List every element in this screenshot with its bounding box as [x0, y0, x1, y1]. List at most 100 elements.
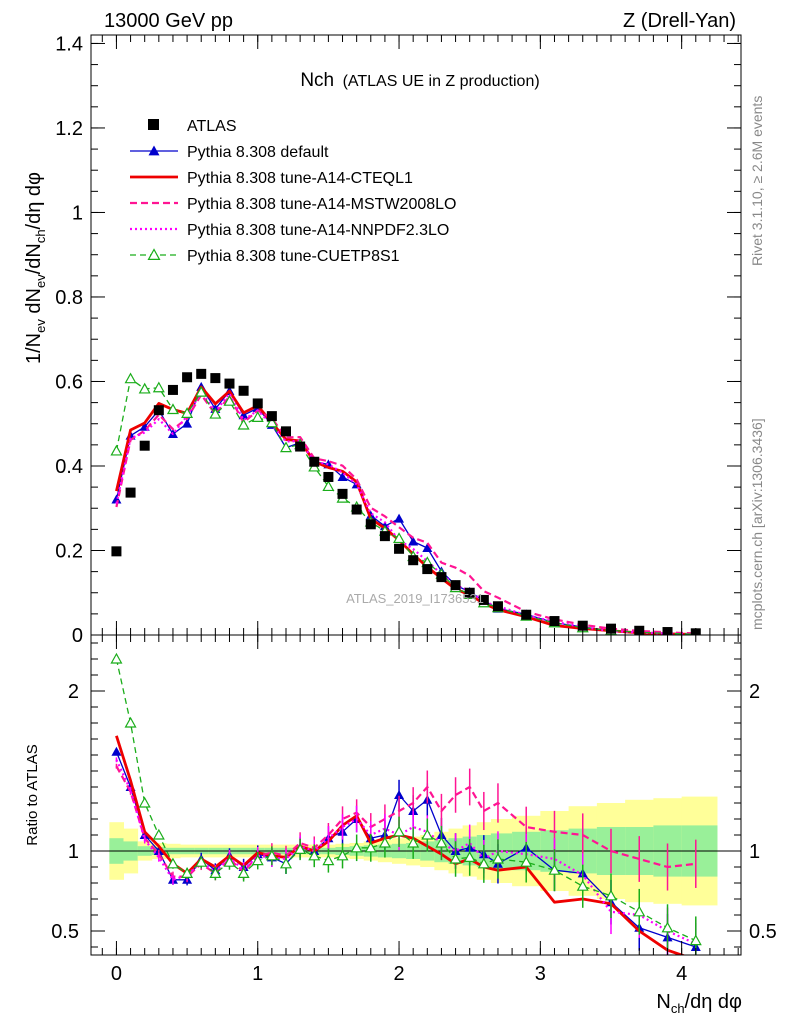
ratio-marker-pythia-8-308-tune-cuetp8s1 [223, 855, 236, 867]
x-tick-label: 0 [111, 963, 122, 985]
atlas-data-point [492, 601, 503, 612]
atlas-data-point [478, 594, 489, 605]
series-marker-pythia-8-308-tune-cuetp8s1 [124, 372, 137, 384]
atlas-data-point [295, 441, 306, 452]
series-marker-pythia-8-308-default [182, 418, 193, 428]
atlas-data-point [139, 440, 150, 451]
ratio-marker-pythia-8-308-tune-cuetp8s1 [124, 716, 137, 728]
ratio-marker-pythia-8-308-tune-cuetp8s1 [520, 855, 533, 867]
series-marker-pythia-8-308-default [422, 542, 433, 552]
legend: ATLAS Pythia 8.308 default Pythia 8.308 tu… [130, 118, 456, 265]
ratio-marker-pythia-8-308-tune-cuetp8s1 [336, 849, 349, 861]
ratio-marker-pythia-8-308-tune-cuetp8s1 [421, 828, 434, 840]
ratio-marker-pythia-8-308-tune-cuetp8s1 [548, 863, 561, 875]
ratio-marker-pythia-8-308-tune-cuetp8s1 [477, 857, 490, 869]
atlas-data-point [436, 572, 447, 583]
ratio-y-tick-label-right: 1 [749, 841, 760, 863]
series-marker-pythia-8-308-tune-cuetp8s1 [166, 403, 179, 415]
ratio-marker-pythia-8-308-tune-cuetp8s1 [378, 836, 391, 848]
series-marker-pythia-8-308-default [337, 471, 348, 481]
legend-label: Pythia 8.308 tune-A14-NNPDF2.3LO [187, 222, 449, 239]
main-y-tick-label: 0 [72, 625, 83, 647]
ratio-marker-pythia-8-308-tune-cuetp8s1 [110, 652, 123, 664]
ratio-marker-pythia-8-308-tune-cuetp8s1 [604, 889, 618, 901]
legend-marker-atlas [148, 119, 159, 130]
atlas-data-point [365, 519, 376, 530]
rivet-label: Rivet 3.1.10, ≥ 2.6M events [749, 96, 765, 266]
ratio-marker-pythia-8-308-tune-cuetp8s1 [350, 841, 363, 853]
plot-title: Nch (ATLAS UE in Z production) [300, 70, 539, 91]
main-y-axis-label: 1/Nev dNev/dNch/dη dφ [23, 172, 48, 364]
legend-label: Pythia 8.308 default [187, 144, 329, 161]
atlas-data-point [210, 373, 221, 384]
main-axis-ticks: 0 0.2 0.4 0.6 0.8 1 1.2 1.4 0 1 2 3 4 [55, 33, 741, 985]
atlas-data-point [464, 587, 475, 598]
ratio-marker-pythia-8-308-tune-cuetp8s1 [491, 852, 504, 864]
legend-label: Pythia 8.308 tune-CUETP8S1 [187, 248, 400, 265]
series-marker-pythia-8-308-default [111, 494, 122, 504]
ratio-marker-pythia-8-308-tune-cuetp8s1 [152, 828, 165, 840]
ratio-y-tick-label: 1 [68, 841, 79, 863]
series-line-pythia-8-308-tune-a14-mstw2008lo [115, 393, 696, 635]
legend-label: Pythia 8.308 tune-A14-CTEQL1 [187, 170, 413, 187]
ratio-marker-pythia-8-308-tune-cuetp8s1 [308, 849, 321, 861]
main-series-group [110, 368, 701, 635]
legend-marker [147, 248, 161, 260]
ratio-marker-pythia-8-308-tune-cuetp8s1 [279, 857, 293, 869]
watermark: ATLAS_2019_I1736531 [346, 591, 484, 606]
atlas-data-point [577, 620, 588, 631]
ratio-marker-pythia-8-308-tune-cuetp8s1 [138, 796, 151, 808]
atlas-data-point [182, 372, 193, 383]
series-marker-pythia-8-308-tune-cuetp8s1 [110, 444, 123, 456]
atlas-data-point [252, 398, 263, 409]
series-marker-pythia-8-308-tune-cuetp8s1 [195, 385, 208, 397]
x-tick-label: 4 [676, 963, 687, 985]
ratio-marker-pythia-8-308-tune-cuetp8s1 [294, 843, 307, 855]
ratio-marker-pythia-8-308-tune-cuetp8s1 [407, 836, 420, 848]
main-y-tick-label: 1.2 [55, 118, 83, 140]
ratio-marker-pythia-8-308-tune-cuetp8s1 [633, 905, 646, 917]
atlas-data-point [379, 531, 390, 542]
atlas-data-point [224, 378, 235, 389]
ratio-y-tick-label: 0.5 [51, 921, 79, 943]
legend-marker [148, 145, 160, 156]
atlas-data-point [266, 411, 277, 422]
series-marker-pythia-8-308-tune-cuetp8s1 [152, 381, 165, 393]
plot-title-main: Nch [300, 70, 334, 91]
ratio-y-axis-label: Ratio to ATLAS [24, 744, 41, 845]
x-tick-label: 3 [535, 963, 546, 985]
atlas-data-point [153, 405, 164, 416]
series-marker-pythia-8-308-tune-cuetp8s1 [279, 441, 293, 453]
series-marker-pythia-8-308-default [394, 513, 405, 523]
atlas-data-point [549, 616, 560, 627]
ratio-marker-pythia-8-308-default [139, 830, 150, 839]
series-marker-pythia-8-308-tune-cuetp8s1 [181, 407, 194, 418]
mcplots-label: mcplots.cern.ch [arXiv:1306.3436] [749, 418, 765, 630]
atlas-data-point [337, 488, 348, 499]
series-marker-pythia-8-308-tune-cuetp8s1 [322, 480, 335, 492]
ratio-marker-pythia-8-308-tune-cuetp8s1 [181, 867, 194, 879]
main-y-tick-label: 0.6 [55, 371, 83, 393]
series-marker-pythia-8-308-default [408, 536, 419, 546]
atlas-data-point [323, 471, 334, 482]
atlas-data-point [111, 546, 122, 557]
ratio-marker-pythia-8-308-tune-cuetp8s1 [322, 854, 335, 866]
legend-label: ATLAS [187, 118, 237, 135]
atlas-data-point [394, 543, 405, 554]
series-marker-pythia-8-308-tune-cuetp8s1 [251, 411, 264, 422]
ratio-y-tick-label-right: 2 [749, 681, 760, 703]
ratio-marker-pythia-8-308-tune-cuetp8s1 [393, 825, 406, 837]
ratio-marker-pythia-8-308-tune-cuetp8s1 [435, 836, 448, 848]
ratio-marker-pythia-8-308-tune-cuetp8s1 [576, 879, 589, 891]
series-line-pythia-8-308-tune-a14-nnpdf2-3lo [115, 391, 696, 635]
ratio-marker-pythia-8-308-tune-cuetp8s1 [364, 841, 377, 853]
ratio-marker-pythia-8-308-default [394, 790, 405, 799]
series-marker-pythia-8-308-tune-cuetp8s1 [393, 532, 406, 544]
atlas-data-point [196, 368, 207, 379]
ratio-marker-pythia-8-308-tune-cuetp8s1 [265, 849, 278, 861]
x-axis-label: Nch/dη dφ [656, 991, 742, 1016]
ratio-marker-pythia-8-308-tune-cuetp8s1 [661, 921, 674, 933]
ratio-axis-ticks: 0.5 0.5 1 1 2 2 [51, 642, 777, 948]
atlas-data-point [450, 580, 461, 591]
